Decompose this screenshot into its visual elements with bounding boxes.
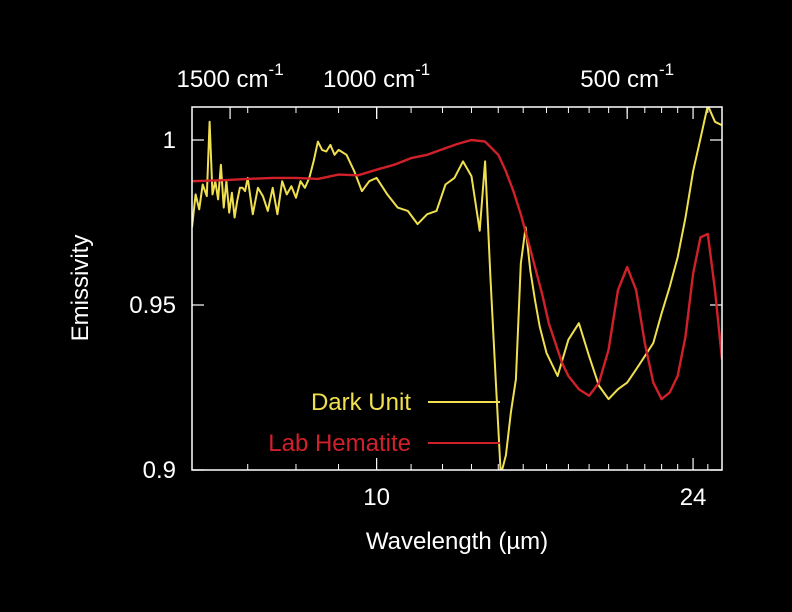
plot-frame bbox=[191, 106, 723, 471]
series-layer bbox=[192, 107, 722, 470]
top-tick-label: 1000 cm-1 bbox=[323, 60, 430, 93]
top-tick-text: 1500 cm bbox=[176, 66, 268, 93]
y-tick-label: 1 bbox=[163, 127, 176, 154]
y-axis-title: Emissivity bbox=[67, 235, 94, 342]
x-tick-label: 10 bbox=[363, 484, 390, 511]
x-tick-label: 24 bbox=[680, 484, 707, 511]
legend-label: Dark Unit bbox=[311, 389, 411, 416]
top-tick-label: 1500 cm-1 bbox=[176, 60, 283, 93]
top-tick-exponent: -1 bbox=[415, 60, 430, 79]
x-tick-labels: 10 24 bbox=[363, 484, 706, 511]
top-tick-text: 1000 cm bbox=[323, 66, 415, 93]
y-tick-label: 0.95 bbox=[129, 292, 176, 319]
legend: Dark Unit Lab Hematite bbox=[268, 389, 500, 457]
y-tick-label: 0.9 bbox=[143, 457, 176, 484]
legend-label: Lab Hematite bbox=[268, 430, 411, 457]
top-axis-labels: 1500 cm-1 1000 cm-1 500 cm-1 bbox=[176, 60, 674, 93]
x-axis-title: Wavelength (µm) bbox=[366, 528, 548, 555]
series-line-lab-hematite bbox=[192, 138, 722, 401]
series-line-dark-unit bbox=[192, 107, 722, 470]
top-tick-text: 500 cm bbox=[580, 66, 659, 93]
ticks-layer bbox=[192, 107, 723, 471]
top-tick-exponent: -1 bbox=[269, 60, 284, 79]
y-tick-labels: 1 0.95 0.9 bbox=[129, 127, 176, 484]
top-tick-label: 500 cm-1 bbox=[580, 60, 674, 93]
top-tick-exponent: -1 bbox=[659, 60, 674, 79]
